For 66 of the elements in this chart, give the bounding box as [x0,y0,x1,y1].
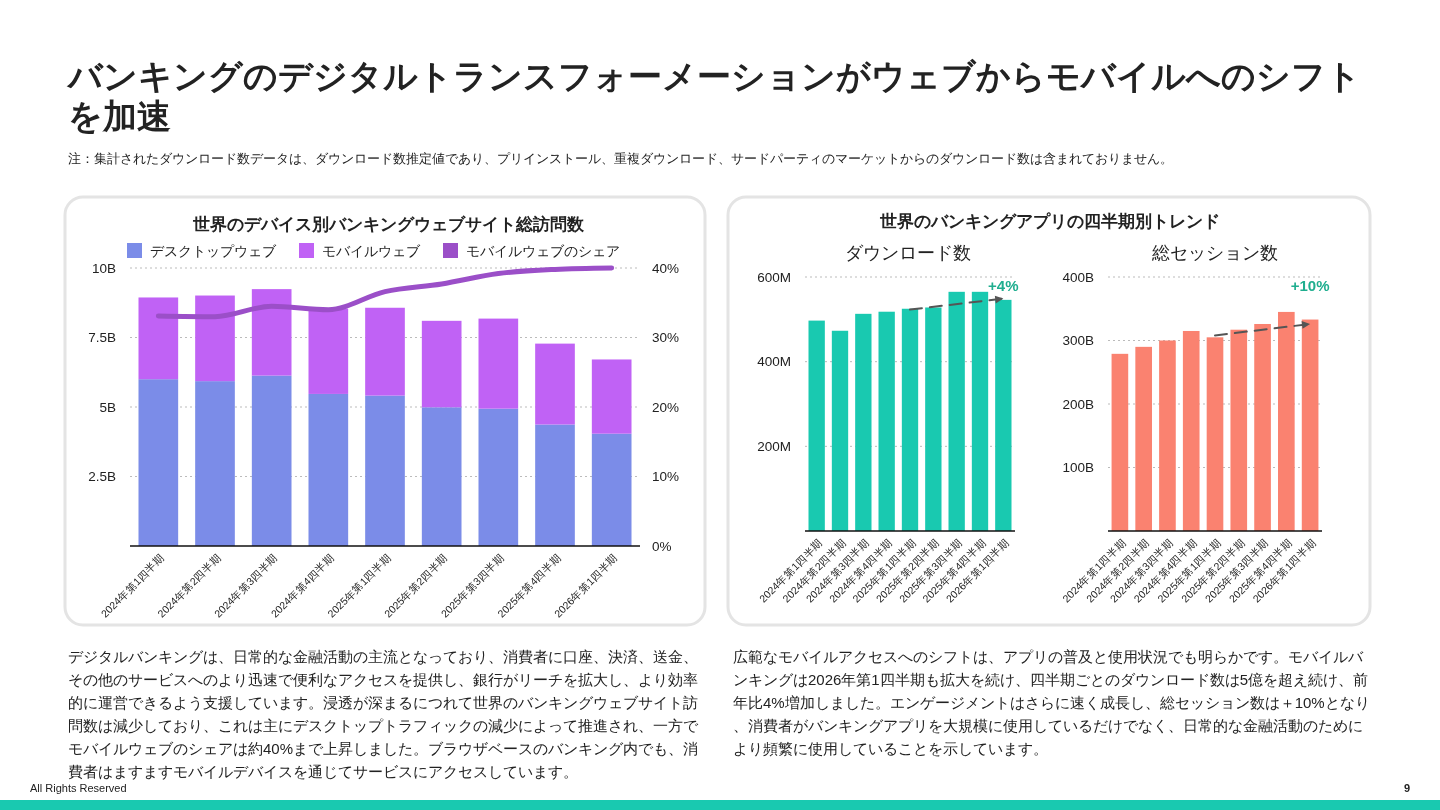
bar [421,407,462,546]
bar [1301,319,1319,531]
bar [478,318,519,409]
legend-label: モバイルウェブ [322,242,421,259]
bar [251,289,292,376]
bar [1206,337,1224,531]
bar [195,381,235,546]
y-tick-label: 400B [1062,269,1094,285]
bar [308,308,349,394]
y-tick-label: 10B [91,260,116,276]
y-tick-label: 200B [1062,396,1094,412]
y-tick-label: 100B [1062,460,1094,476]
y-tick-label: 600M [757,269,791,285]
y-tick-label: 400M [757,354,791,370]
text: All Rights Reserved [30,782,127,794]
bar [1159,340,1176,531]
y-tick-label: 200M [757,439,791,455]
bar [195,295,235,382]
bar [855,313,872,531]
y-tick-label: 300B [1062,333,1094,349]
legend-label: デスクトップウェブ [150,242,277,259]
bar [591,359,632,434]
y-tick-label: 2.5B [88,469,116,485]
bar [365,395,405,546]
y-tick-label: 5B [99,399,116,415]
legend-label: モバイルウェブのシェア [466,242,620,259]
bar [808,320,825,531]
bar [308,393,349,546]
text: 世界のバンキングアプリの四半期別トレンド [879,212,1220,231]
annotation: +4% [988,277,1019,294]
y2-tick-label: 0% [652,538,672,554]
y2-tick-label: 40% [652,260,680,276]
chart-title: 総セッション数 [1151,243,1278,263]
bar [365,307,405,396]
bar [831,330,849,531]
y2-tick-label: 30% [652,330,680,346]
bar [535,424,575,546]
bar [1135,346,1152,531]
y2-tick-label: 20% [652,399,680,415]
text: 注：集計されたダウンロード数データは、ダウンロード数推定値であり、プリインストール、重複ダウンロード、サードパーティのマーケットからのダウンロード数は含まれておりません。 [68,152,1173,166]
bar [591,433,632,546]
bar [478,408,519,546]
bar [138,297,179,380]
chart-title: 世界のデバイス別バンキングウェブサイト総訪問数 [191,215,585,234]
y-tick-label: 7.5B [88,330,116,346]
y2-tick-label: 10% [652,469,680,485]
bar [138,379,179,546]
text: デジタルバンキングは、日常的な金融活動の主流となっており、消費者に口座、決済、送金、その他のサービスへのより迅速で便利なアクセスを提供し、銀行がリーチを拡大し、より効率的に運営できるよう支援しています。浸透が深まるにつれて世界のバンキングウェブサイト訪問数は減少しており、これは主にデスクトップトラフィックの減少によって推進され、一方でモバイルウェブのシェアは約40%まで上昇しました。ブラウザベースのバンキング内でも、消費者はますますモバイルデバイスを通じてサービスにアクセスしています。 [68,648,699,780]
bar [1278,311,1295,531]
annotation: +10% [1290,277,1330,294]
bar [1230,329,1248,531]
bar [251,375,292,546]
bar [948,291,965,531]
bar [1111,353,1129,531]
text: バンキングのデジタルトランスフォーメーションがウェブからモバイルへのシフトを加速 [66,57,1361,135]
text: 広範なモバイルアクセスへのシフトは、アプリの普及と使用状況でも明らかです。モバイルバンキングは2026年第1四半期も拡大を続け、四半期ごとのダウンロード数は5億を超え続け、前年比4%増加しました。エンゲージメントはさらに速く成長し、総セッション数は＋10%となり、消費者がバンキングアプリを大規模に使用しているだけでなく、日常的な金融活動のためにより頻繁に使用していることを示しています。 [733,648,1370,757]
text: 9 [1403,782,1410,794]
bar [901,308,919,531]
bar [925,307,942,531]
bar [1254,323,1271,531]
bar [1182,330,1200,531]
bar [878,311,895,531]
bar [971,291,989,531]
bar [421,320,462,408]
bar [535,343,575,425]
chart-title: ダウンロード数 [845,243,971,263]
